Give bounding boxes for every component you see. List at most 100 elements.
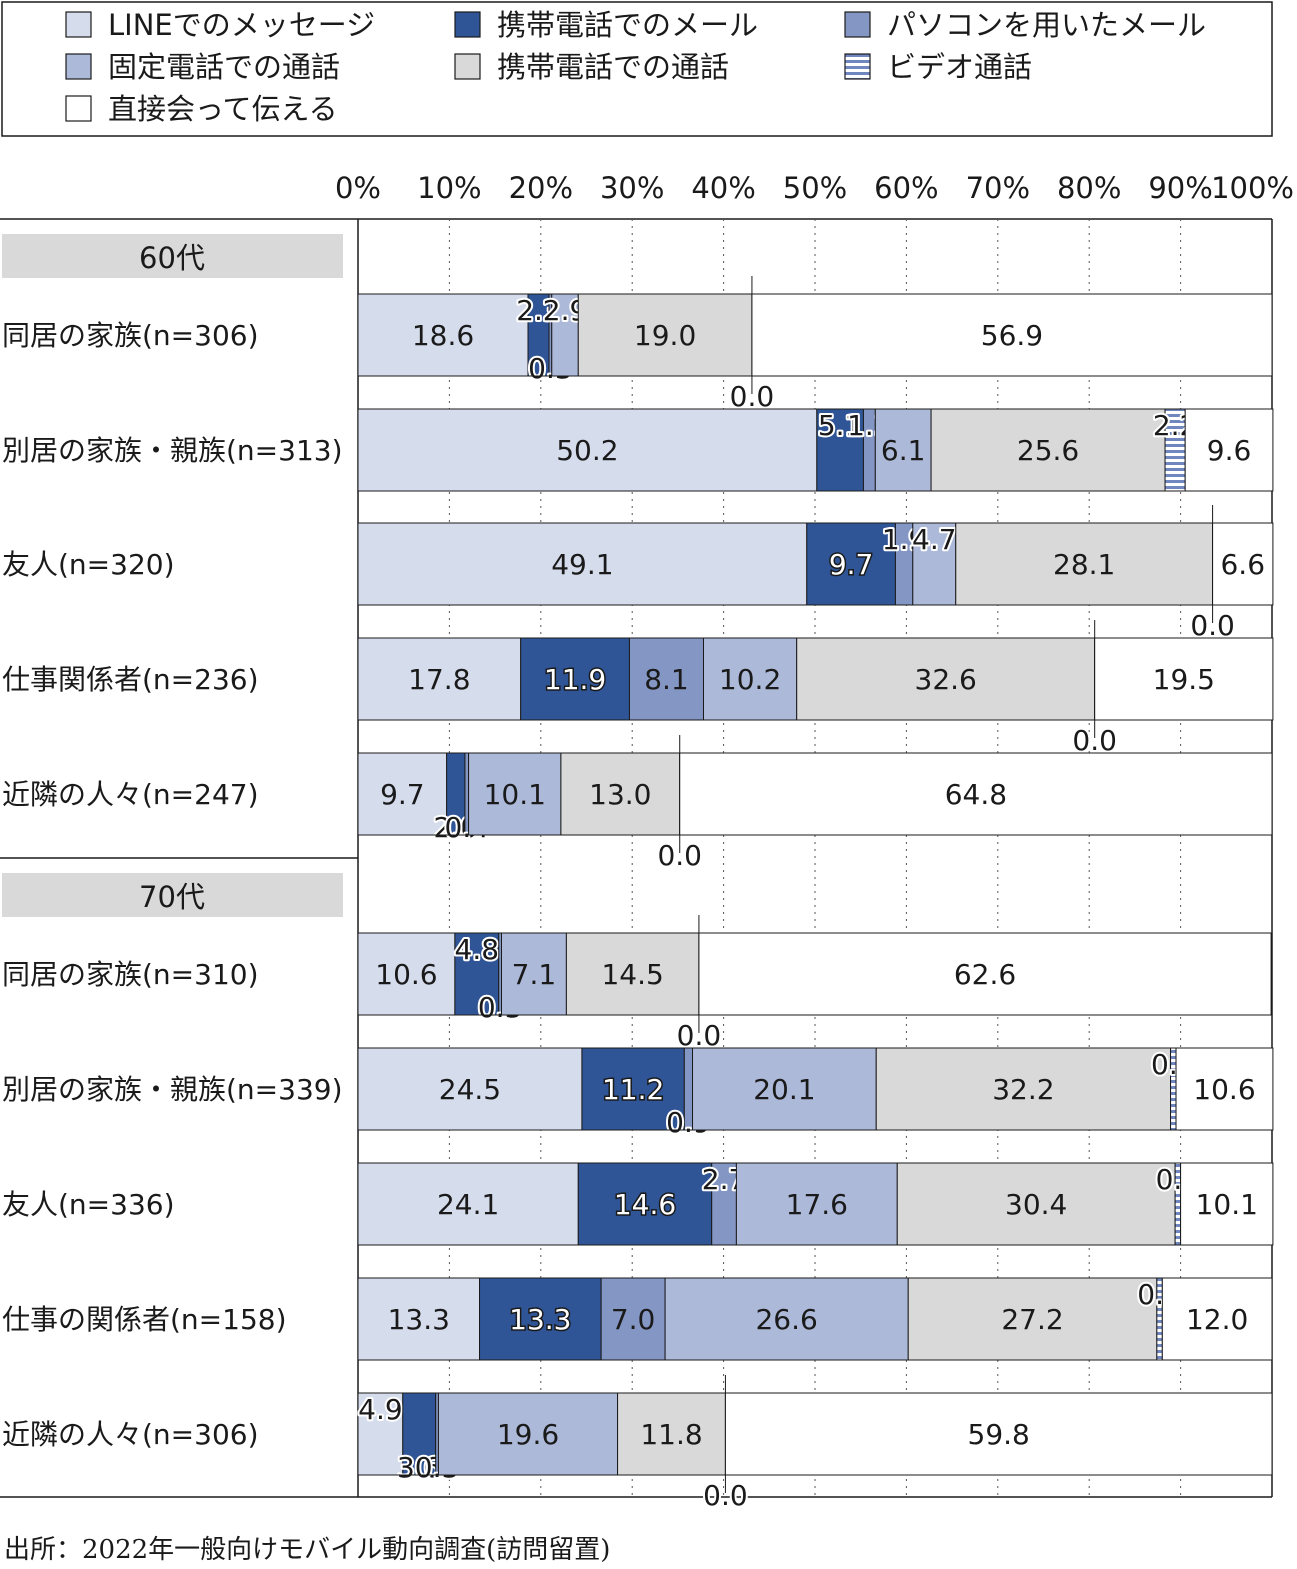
data-label: 6.1 bbox=[881, 434, 926, 467]
data-label: 13.3 bbox=[509, 1303, 571, 1336]
legend-label: LINEでのメッセージ bbox=[108, 8, 375, 42]
bar-segment bbox=[628, 637, 704, 721]
group-header-bg bbox=[2, 234, 343, 278]
legend-label: 直接会って伝える bbox=[108, 92, 338, 126]
legend-swatch bbox=[844, 53, 871, 80]
data-label: 64.8 bbox=[945, 778, 1007, 811]
data-label: 11.8 bbox=[640, 1418, 702, 1451]
x-tick-label: 100% bbox=[1211, 171, 1294, 205]
data-label: 19.5 bbox=[1153, 663, 1215, 696]
x-tick-label: 50% bbox=[783, 171, 847, 205]
data-label: 9.7 bbox=[380, 778, 425, 811]
data-label: 0.0 bbox=[677, 1019, 722, 1052]
bar-segment bbox=[816, 408, 864, 492]
data-label: 10.2 bbox=[719, 663, 781, 696]
category-label: 仕事の関係者(n=158) bbox=[2, 1303, 287, 1336]
bar-segment bbox=[357, 522, 808, 606]
data-label: 26.6 bbox=[755, 1303, 817, 1336]
data-label: 5.1 bbox=[818, 409, 863, 442]
bar-segment bbox=[520, 637, 630, 721]
legend-swatch bbox=[65, 95, 92, 122]
category-label: 友人(n=336) bbox=[2, 1188, 175, 1221]
data-label: 10.1 bbox=[1196, 1188, 1258, 1221]
data-label: 56.9 bbox=[981, 319, 1043, 352]
legend-label: 携帯電話でのメール bbox=[497, 8, 758, 42]
legend-label: パソコンを用いたメール bbox=[887, 8, 1206, 42]
data-label: 8.1 bbox=[644, 663, 689, 696]
bar-segment bbox=[692, 1047, 877, 1131]
data-label: 0.0 bbox=[703, 1479, 748, 1512]
bar-segment bbox=[479, 1277, 602, 1361]
category-label: 近隣の人々(n=306) bbox=[2, 1418, 259, 1451]
legend-label: ビデオ通話 bbox=[887, 50, 1032, 84]
data-label: 0.9 bbox=[666, 1106, 711, 1139]
group-header-bg bbox=[2, 873, 343, 917]
data-label: 13.0 bbox=[589, 778, 651, 811]
data-label: 27.2 bbox=[1001, 1303, 1063, 1336]
x-tick-label: 0% bbox=[335, 171, 381, 205]
data-label: 59.8 bbox=[968, 1418, 1030, 1451]
data-label: 0.0 bbox=[730, 380, 775, 413]
category-label: 近隣の人々(n=247) bbox=[2, 778, 259, 811]
data-label: 14.6 bbox=[614, 1188, 676, 1221]
x-tick-label: 80% bbox=[1057, 171, 1121, 205]
bar-segment bbox=[1175, 1047, 1274, 1131]
bar-segment bbox=[357, 1277, 481, 1361]
data-label: 17.8 bbox=[408, 663, 470, 696]
bar-segment bbox=[751, 293, 1273, 377]
data-label: 20.1 bbox=[753, 1073, 815, 1106]
bar-segment bbox=[711, 1162, 737, 1246]
data-label: 24.5 bbox=[439, 1073, 501, 1106]
x-tick-label: 30% bbox=[600, 171, 664, 205]
data-label: 50.2 bbox=[556, 434, 618, 467]
x-tick-label: 40% bbox=[691, 171, 755, 205]
data-label: 4.8 bbox=[455, 933, 500, 966]
data-label: 0.0 bbox=[1072, 724, 1117, 757]
data-label: 3.6 bbox=[397, 1451, 442, 1484]
legend-label: 携帯電話での通話 bbox=[497, 50, 729, 84]
x-tick-label: 90% bbox=[1148, 171, 1212, 205]
bar-segment bbox=[500, 932, 567, 1016]
category-label: 同居の家族(n=310) bbox=[2, 958, 259, 991]
data-label: 10.6 bbox=[375, 958, 437, 991]
bar-segment bbox=[664, 1277, 909, 1361]
bar-segment bbox=[1180, 1162, 1274, 1246]
legend-swatch bbox=[454, 53, 481, 80]
data-label: 7.0 bbox=[611, 1303, 656, 1336]
bar-segment bbox=[1212, 522, 1274, 606]
data-label: 11.9 bbox=[544, 663, 606, 696]
bar-segment bbox=[454, 932, 500, 1016]
bar-segment bbox=[357, 408, 818, 492]
data-label: 0.0 bbox=[657, 839, 702, 872]
legend-swatch bbox=[65, 11, 92, 38]
category-label: 別居の家族・親族(n=339) bbox=[2, 1073, 343, 1106]
data-label: 14.5 bbox=[601, 958, 663, 991]
data-label: 6.6 bbox=[1220, 548, 1265, 581]
data-label: 18.6 bbox=[412, 319, 474, 352]
bar-segment bbox=[565, 932, 700, 1016]
bar-segment bbox=[551, 293, 579, 377]
category-label: 友人(n=320) bbox=[2, 548, 175, 581]
data-label: 30.4 bbox=[1005, 1188, 1067, 1221]
data-label: 9.6 bbox=[1207, 434, 1252, 467]
data-label: 19.6 bbox=[497, 1418, 559, 1451]
bar-segment bbox=[875, 1047, 1172, 1131]
source-note: 出所：2022年一般向けモバイル動向調査(訪問留置) bbox=[4, 1535, 610, 1565]
category-label: 別居の家族・親族(n=313) bbox=[2, 434, 343, 467]
data-label: 32.6 bbox=[915, 663, 977, 696]
bar-segment bbox=[796, 637, 1096, 721]
bar-segment bbox=[806, 522, 896, 606]
x-tick-label: 70% bbox=[966, 171, 1030, 205]
bar-segment bbox=[357, 1162, 579, 1246]
legend-swatch bbox=[454, 11, 481, 38]
bar-segment bbox=[357, 1392, 404, 1476]
bar-segment bbox=[896, 1162, 1176, 1246]
bar-segment bbox=[357, 637, 522, 721]
data-label: 17.6 bbox=[786, 1188, 848, 1221]
x-tick-label: 20% bbox=[509, 171, 573, 205]
bar-segment bbox=[577, 293, 753, 377]
category-label: 同居の家族(n=306) bbox=[2, 319, 259, 352]
data-label: 4.7 bbox=[912, 523, 957, 556]
